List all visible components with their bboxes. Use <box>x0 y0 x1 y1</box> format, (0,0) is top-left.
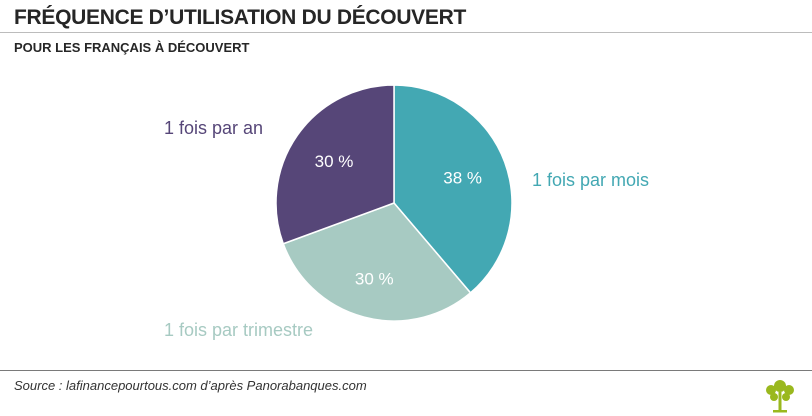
pie-slice-1 <box>393 84 513 294</box>
pie-value-label: 30 % <box>355 269 394 288</box>
chart-title: FRÉQUENCE D’UTILISATION DU DÉCOUVERT <box>14 6 466 29</box>
pie-category-label: 1 fois par trimestre <box>164 320 313 340</box>
pie-category-label: 1 fois par an <box>164 118 263 138</box>
pie-slice-2 <box>282 202 472 322</box>
pie-slice-3 <box>275 84 395 245</box>
chart-subtitle: POUR LES FRANÇAIS À DÉCOUVERT <box>14 40 250 55</box>
pie-value-label: 38 % <box>443 169 482 188</box>
pie-category-labels: 1 fois par mois 1 fois par trimestre 1 foi… <box>164 118 649 340</box>
pie-value-labels: 38 % 30 % 30 % <box>315 152 482 288</box>
pie-value-label: 30 % <box>315 152 354 171</box>
title-divider <box>0 32 812 33</box>
pie-chart: 38 % 30 % 30 % 1 fois par mois 1 fois par t… <box>164 84 649 340</box>
footer-divider <box>0 370 812 371</box>
pie-category-label: 1 fois par mois <box>532 170 649 190</box>
tree-logo-icon <box>766 380 794 413</box>
pie-slices <box>275 84 513 322</box>
source-note: Source : lafinancepourtous.com d’après P… <box>14 378 367 393</box>
